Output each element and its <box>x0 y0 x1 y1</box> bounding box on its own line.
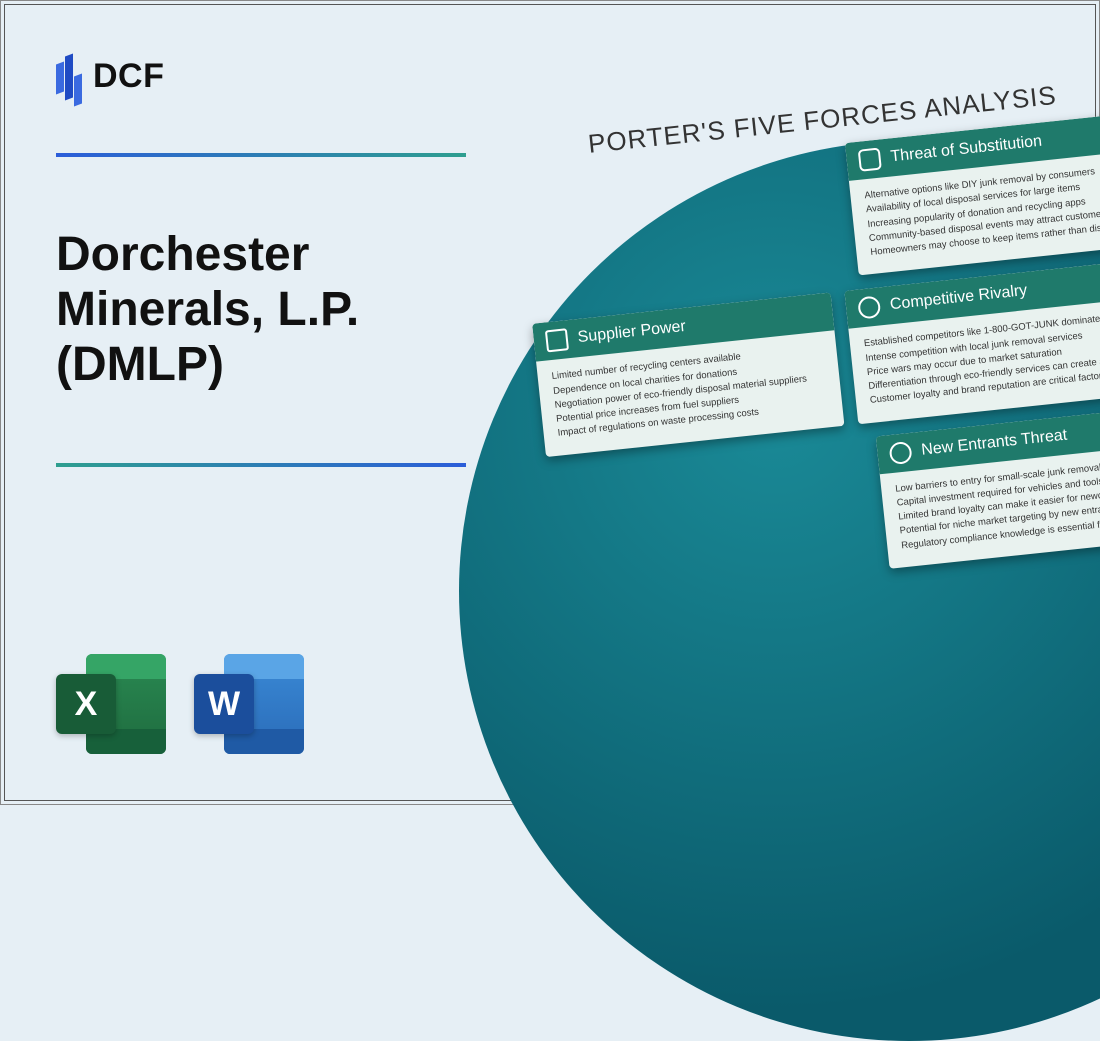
key-icon <box>545 328 569 352</box>
card-title: Supplier Power <box>577 318 687 347</box>
excel-icon: X <box>56 654 166 754</box>
word-icon: W <box>194 654 304 754</box>
dcf-logo-text: DCF <box>93 57 164 96</box>
card-supplier: Supplier Power Limited number of recycli… <box>532 293 844 457</box>
office-icons: X W <box>56 654 304 754</box>
divider-top <box>56 153 466 157</box>
divider-bottom <box>56 463 466 467</box>
word-letter: W <box>194 674 254 734</box>
card-rivalry: Competitive Rivalry Established competit… <box>844 260 1100 424</box>
user-plus-icon <box>888 440 912 464</box>
card-substitution: Threat of Substitution Alternative optio… <box>845 112 1100 276</box>
left-column: DCF Dorchester Minerals, L.P. (DMLP) <box>56 51 496 467</box>
cards-stage: PORTER'S FIVE FORCES ANALYSIS Threat of … <box>503 71 1100 618</box>
dcf-logo-mark <box>56 51 83 101</box>
card-title: Threat of Substitution <box>890 133 1043 167</box>
dcf-logo: DCF <box>56 51 496 101</box>
excel-letter: X <box>56 674 116 734</box>
card-entrants: New Entrants Threat Low barriers to entr… <box>876 405 1100 569</box>
page-title: Dorchester Minerals, L.P. (DMLP) <box>56 227 496 393</box>
card-title: New Entrants Threat <box>921 426 1069 459</box>
pie-icon <box>857 296 881 320</box>
card-title: Competitive Rivalry <box>889 282 1028 314</box>
refresh-icon <box>858 148 882 172</box>
